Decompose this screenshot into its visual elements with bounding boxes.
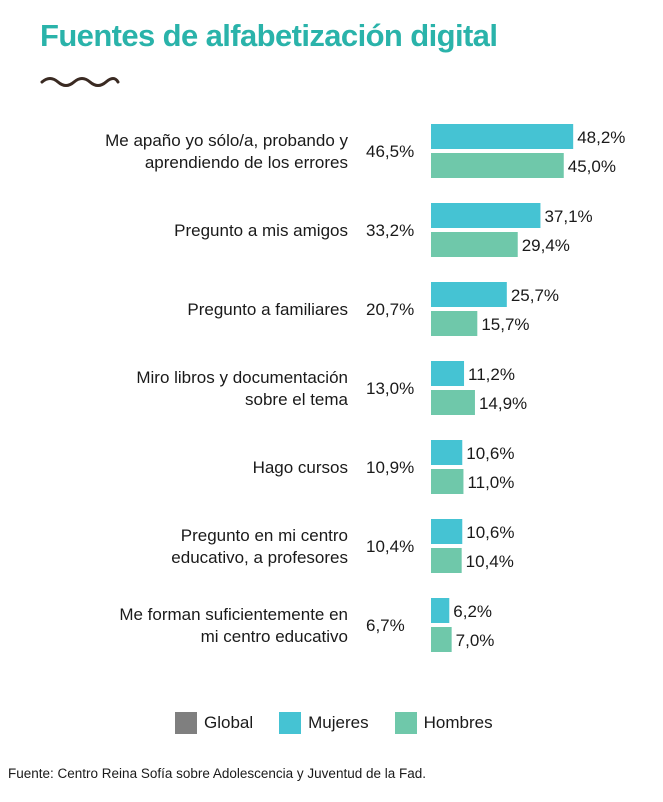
bar-hombres: [431, 311, 478, 336]
category-label: Pregunto en mi centro: [181, 526, 348, 545]
data-label-global: 33,2%: [366, 221, 414, 240]
bar-mujeres: [431, 519, 463, 544]
source-note: Fuente: Centro Reina Sofía sobre Adolesc…: [8, 766, 427, 781]
data-label-mujeres: 48,2%: [577, 128, 625, 147]
category-label: aprendiendo de los errores: [145, 153, 348, 172]
legend-swatch-global: [175, 712, 197, 734]
legend-label-mujeres: Mujeres: [308, 713, 369, 732]
data-label-hombres: 10,4%: [466, 552, 514, 571]
bar-mujeres: [431, 361, 465, 386]
data-label-global: 13,0%: [366, 379, 414, 398]
legend-label-hombres: Hombres: [423, 713, 493, 732]
legend-item-global: Global: [175, 712, 253, 734]
data-label-hombres: 7,0%: [456, 631, 495, 650]
bar-mujeres: [431, 124, 574, 149]
category-label: Hago cursos: [253, 458, 348, 477]
data-label-mujeres: 11,2%: [468, 365, 515, 384]
data-label-mujeres: 37,1%: [544, 207, 592, 226]
data-label-global: 20,7%: [366, 300, 414, 319]
bar-hombres: [431, 548, 462, 573]
data-label-mujeres: 10,6%: [466, 523, 514, 542]
legend-item-mujeres: Mujeres: [279, 712, 369, 734]
category-label: mi centro educativo: [201, 627, 348, 646]
data-label-global: 10,4%: [366, 537, 414, 556]
data-label-global: 6,7%: [366, 616, 405, 635]
bar-mujeres: [431, 598, 450, 623]
data-label-hombres: 11,0%: [467, 473, 514, 492]
data-label-mujeres: 10,6%: [466, 444, 514, 463]
category-label: sobre el tema: [245, 390, 349, 409]
bar-mujeres: [431, 282, 507, 307]
category-label: Pregunto a familiares: [187, 300, 348, 319]
data-label-global: 10,9%: [366, 458, 414, 477]
data-label-hombres: 45,0%: [568, 157, 616, 176]
decorative-squiggle: [40, 77, 120, 87]
legend-item-hombres: Hombres: [394, 712, 493, 734]
data-label-mujeres: 25,7%: [511, 286, 559, 305]
legend-label-global: Global: [204, 713, 254, 732]
bar-mujeres: [431, 440, 463, 465]
bar-hombres: [431, 390, 475, 415]
chart-title: Fuentes de alfabetización digital: [40, 18, 498, 53]
bar-mujeres: [431, 203, 541, 228]
bar-hombres: [431, 469, 464, 494]
data-label-hombres: 14,9%: [479, 394, 527, 413]
data-label-hombres: 15,7%: [481, 315, 529, 334]
category-label: educativo, a profesores: [171, 548, 348, 567]
bar-hombres: [431, 232, 518, 257]
legend-swatch-mujeres: [279, 712, 302, 734]
data-label-hombres: 29,4%: [522, 236, 570, 255]
data-label-global: 46,5%: [366, 142, 414, 161]
category-label: Me apaño yo sólo/a, probando y: [105, 131, 348, 150]
bar-hombres: [431, 627, 452, 652]
legend: Global Mujeres Hombres: [175, 712, 493, 734]
category-label: Me forman suficientemente en: [119, 605, 348, 624]
legend-swatch-hombres: [394, 712, 417, 734]
bar-chart: Me apaño yo sólo/a, probando y aprendiend…: [105, 124, 625, 652]
category-label: Pregunto a mis amigos: [174, 221, 348, 240]
data-label-mujeres: 6,2%: [453, 602, 492, 621]
bar-hombres: [431, 153, 564, 178]
category-label: Miro libros y documentación: [136, 368, 348, 387]
